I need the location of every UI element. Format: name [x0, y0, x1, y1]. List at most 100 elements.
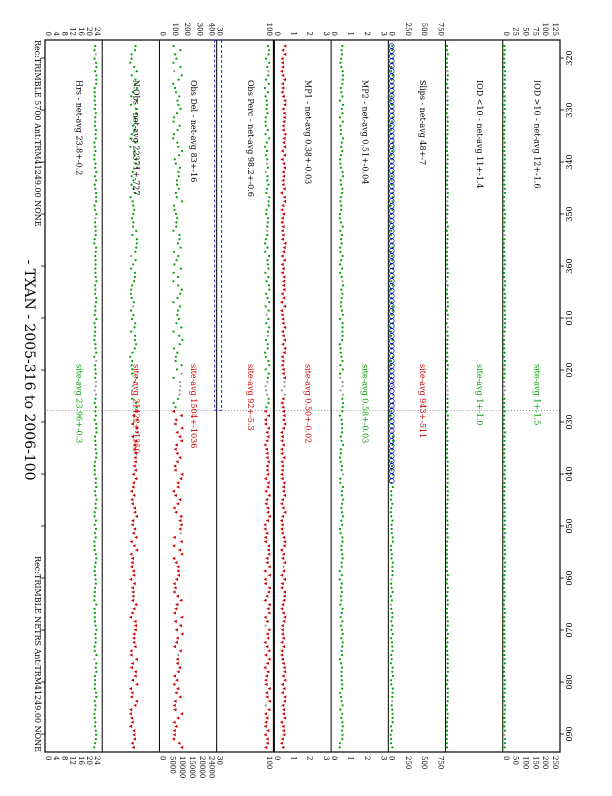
data-point — [503, 305, 506, 308]
data-point — [340, 469, 343, 472]
data-point — [265, 313, 268, 316]
data-point — [178, 124, 181, 127]
data-point — [502, 242, 506, 245]
data-point — [176, 128, 179, 132]
data-point — [172, 556, 176, 560]
data-point — [263, 409, 267, 413]
data-point — [174, 628, 178, 632]
data-point — [282, 153, 287, 157]
data-point — [339, 532, 342, 535]
data-point — [283, 678, 287, 682]
data-point — [340, 57, 343, 60]
data-point — [390, 506, 393, 510]
data-point — [263, 712, 268, 716]
data-point — [341, 326, 344, 329]
data-point — [130, 183, 133, 186]
data-point — [264, 682, 268, 686]
data-point — [94, 574, 97, 577]
data-point — [280, 157, 284, 161]
data-point — [340, 490, 344, 493]
data-point — [93, 523, 96, 526]
data-point — [176, 313, 179, 316]
data-point — [175, 594, 180, 598]
data-point — [445, 557, 449, 560]
data-point — [503, 296, 507, 300]
data-point — [445, 322, 448, 325]
data-point — [282, 199, 287, 203]
data-point — [176, 309, 180, 312]
data-point — [264, 704, 267, 707]
data-point — [503, 338, 506, 342]
data-point — [132, 544, 136, 548]
data-point — [279, 502, 284, 506]
data-point — [445, 628, 449, 631]
site-label: site-avg 1+-1.0 — [475, 364, 484, 426]
data-point — [339, 86, 342, 90]
y-right-tick-label: 20 — [85, 756, 93, 765]
data-point — [390, 490, 393, 493]
data-point — [131, 397, 134, 400]
data-point — [131, 590, 135, 594]
data-point — [446, 259, 449, 262]
data-point — [131, 531, 135, 535]
data-point — [129, 145, 132, 148]
data-point — [389, 595, 392, 598]
data-point — [502, 137, 506, 140]
data-point — [134, 322, 137, 325]
data-point — [94, 275, 97, 279]
data-point — [133, 443, 137, 447]
data-point — [265, 389, 268, 392]
data-point — [340, 422, 344, 426]
data-point — [446, 691, 449, 694]
data-point — [502, 133, 506, 136]
data-point — [134, 82, 137, 85]
net-label: Obs Del - net-avg 83+-16 — [189, 80, 198, 182]
data-point — [445, 359, 449, 363]
data-point — [264, 238, 268, 241]
data-point — [264, 170, 267, 174]
data-point — [282, 590, 287, 594]
data-point — [389, 679, 393, 682]
data-point — [445, 149, 449, 153]
data-point — [172, 544, 176, 548]
data-point — [446, 99, 449, 102]
data-point — [342, 498, 345, 501]
data-point — [131, 472, 135, 476]
data-point — [282, 493, 287, 497]
data-point — [391, 44, 394, 48]
data-point — [390, 532, 393, 535]
data-point — [446, 578, 449, 581]
data-point — [503, 401, 506, 405]
data-point — [129, 267, 133, 270]
data-point — [503, 49, 506, 52]
data-point — [390, 280, 393, 283]
data-point — [340, 700, 343, 703]
data-point — [503, 611, 506, 615]
data-point — [445, 351, 449, 354]
site-label: site-avg 23.96+-0.3 — [74, 364, 83, 443]
data-point — [279, 653, 284, 657]
data-point — [264, 368, 267, 371]
data-point — [266, 426, 270, 430]
data-point — [180, 74, 183, 77]
data-point — [341, 267, 344, 270]
data-point — [93, 95, 96, 98]
data-point — [390, 628, 393, 631]
data-point — [265, 531, 269, 535]
data-point — [133, 703, 137, 707]
data-point — [94, 116, 97, 119]
data-point — [339, 452, 342, 455]
data-point — [132, 212, 135, 216]
data-point — [266, 128, 269, 132]
data-point — [93, 548, 96, 552]
data-point — [281, 178, 285, 182]
data-point — [135, 158, 138, 161]
data-point — [446, 271, 449, 274]
data-point — [282, 598, 286, 602]
data-point — [130, 598, 135, 602]
data-point — [133, 149, 136, 153]
slip-marker — [389, 218, 395, 224]
data-point — [134, 191, 137, 195]
y-tick-label: 100 — [171, 23, 179, 36]
data-point — [266, 217, 270, 220]
